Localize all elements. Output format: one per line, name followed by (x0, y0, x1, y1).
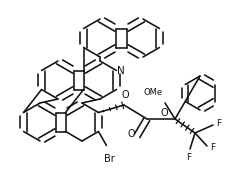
Text: O: O (121, 90, 129, 100)
Text: Br: Br (104, 153, 115, 163)
Text: O: O (127, 129, 135, 139)
Text: F: F (216, 119, 221, 129)
Text: N: N (117, 65, 125, 75)
Text: F: F (186, 153, 191, 162)
Text: F: F (210, 142, 215, 152)
Text: OMe: OMe (143, 88, 163, 97)
Text: O: O (160, 108, 168, 118)
